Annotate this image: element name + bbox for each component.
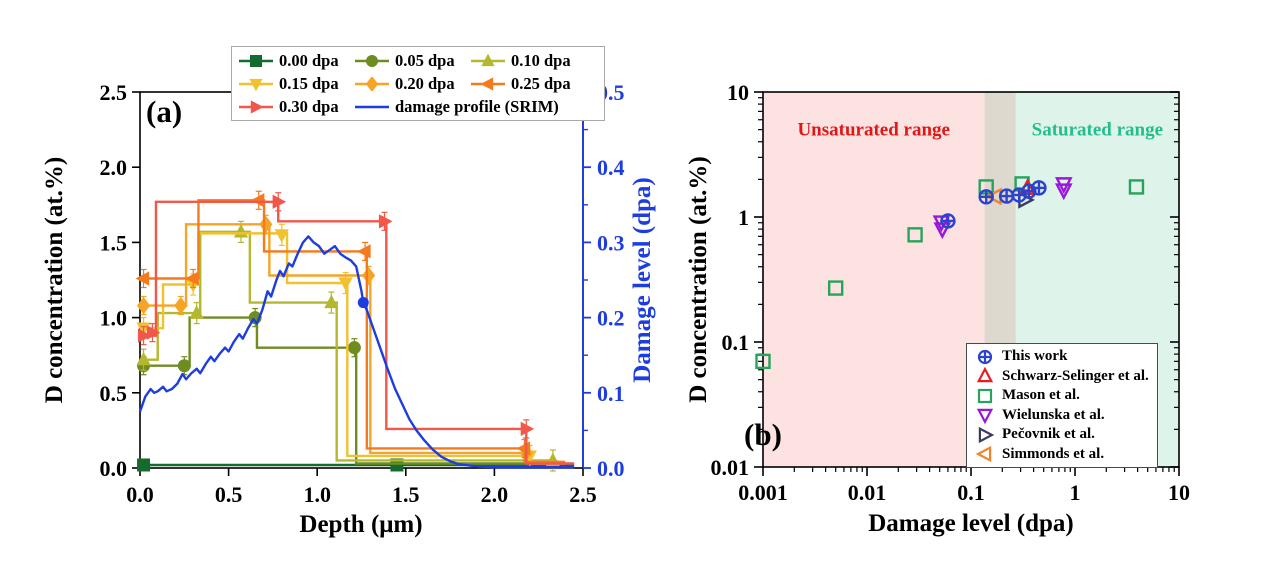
panel-a-chart: 0.0 0.5 1.0 1.5 2.0 2.50.00.51.01.52.02.50.00…	[41, 80, 656, 538]
svg-text:1: 1	[1070, 480, 1081, 505]
triangle-up-icon	[471, 53, 505, 66]
legend-label: damage profile (SRIM)	[395, 96, 559, 116]
damage-profile-line	[138, 235, 575, 469]
svg-text:Depth (μm): Depth (μm)	[299, 511, 422, 538]
series-line	[140, 200, 575, 465]
svg-text:0.5: 0.5	[215, 482, 243, 507]
svg-text:0.5: 0.5	[100, 381, 128, 406]
legend-label: 0.15 dpa	[279, 73, 339, 93]
svg-text:0.3: 0.3	[597, 230, 625, 255]
svg-text:0.0: 0.0	[597, 456, 625, 481]
legend-label: Pečovnik et al.	[1002, 426, 1095, 443]
svg-text:0.0: 0.0	[100, 456, 128, 481]
svg-text:Unsaturated range: Unsaturated range	[797, 119, 950, 140]
legend-entry: Wielunska et al.	[973, 406, 1149, 426]
legend-label: Schwarz-Selinger et al.	[1002, 367, 1149, 384]
square-icon	[239, 54, 273, 67]
legend-label: 0.20 dpa	[395, 73, 455, 93]
svg-text:D concentration (at.%): D concentration (at.%)	[41, 157, 68, 403]
legend-entry: damage profile (SRIM)	[354, 95, 598, 118]
series-0.00-dpa	[137, 458, 575, 472]
svg-text:0.1: 0.1	[957, 480, 985, 505]
svg-text:0.1: 0.1	[722, 330, 750, 355]
series-line	[140, 316, 548, 465]
region-unsaturated-range	[763, 92, 985, 467]
svg-text:D concentration (at.%): D concentration (at.%)	[685, 156, 712, 402]
legend-entry: 0.10 dpa	[470, 49, 598, 72]
svg-text:Damage level (dpa): Damage level (dpa)	[868, 510, 1074, 537]
legend-label: 0.05 dpa	[395, 50, 455, 70]
circle-plus-icon	[977, 349, 993, 364]
panel-a-legend: 0.00 dpa 0.05 dpa 0.10 dpa 0.15 dpa 0.20 dpa…	[231, 46, 605, 121]
triangle-right-icon	[978, 426, 995, 443]
svg-text:0.01: 0.01	[848, 480, 887, 505]
svg-text:1: 1	[738, 205, 749, 230]
legend-entry: Mason et al.	[973, 386, 1149, 406]
svg-text:1.5: 1.5	[392, 482, 420, 507]
triangle-left-icon	[471, 76, 505, 91]
line-icon	[355, 105, 389, 108]
legend-label: Wielunska et al.	[1002, 406, 1105, 423]
svg-text:0.0: 0.0	[126, 482, 154, 507]
svg-text:0.001: 0.001	[738, 480, 788, 505]
square-icon	[977, 388, 993, 403]
series-This-work	[940, 180, 1047, 229]
svg-text:0.01: 0.01	[711, 455, 750, 480]
legend-label: 0.00 dpa	[279, 50, 339, 70]
circle-icon	[355, 54, 389, 67]
svg-text:2.0: 2.0	[481, 482, 509, 507]
svg-text:0.1: 0.1	[597, 381, 625, 406]
legend-label: Mason et al.	[1002, 387, 1080, 404]
svg-text:2.0: 2.0	[100, 155, 128, 180]
series-0.05-dpa	[137, 307, 548, 465]
series-Wielunska-et-al.	[932, 177, 1073, 240]
series-0.25-dpa	[135, 190, 566, 464]
legend-label: 0.10 dpa	[511, 50, 571, 70]
svg-text:10: 10	[727, 80, 749, 105]
panel-b-legend: This work Schwarz-Selinger et al. Mason et…	[966, 343, 1158, 468]
panel-b-label: (b)	[744, 417, 782, 452]
legend-entry: Pečovnik et al.	[973, 425, 1149, 445]
svg-text:1.5: 1.5	[100, 230, 128, 255]
legend-label: Simmonds et al.	[1002, 445, 1105, 462]
legend-entry: This work	[973, 347, 1149, 367]
series-line	[140, 199, 566, 464]
series-Mason-et-al.	[755, 176, 1145, 370]
series-0.30-dpa	[137, 192, 575, 465]
triangle-down-icon	[976, 409, 994, 425]
legend-label: This work	[1002, 348, 1068, 365]
svg-text:Saturated range: Saturated range	[1032, 119, 1163, 140]
legend-entry: 0.30 dpa	[238, 95, 354, 118]
triangle-down-icon	[239, 78, 273, 91]
legend-entry: 0.15 dpa	[238, 72, 354, 95]
damage-profile-srim	[138, 235, 575, 469]
panel-a-label: (a)	[146, 94, 183, 129]
legend-entry: 0.00 dpa	[238, 49, 354, 72]
svg-text:0.2: 0.2	[597, 306, 625, 331]
damage-profile-point	[357, 297, 369, 309]
diamond-icon	[355, 76, 389, 91]
svg-text:Damage level (dpa): Damage level (dpa)	[629, 177, 656, 383]
legend-entry: Simmonds et al.	[973, 445, 1149, 465]
legend-entry: 0.25 dpa	[470, 72, 598, 95]
triangle-up-icon	[976, 367, 994, 383]
svg-text:0.4: 0.4	[597, 155, 625, 180]
legend-entry: Schwarz-Selinger et al.	[973, 367, 1149, 387]
panel-a-frame	[139, 91, 584, 469]
legend-entry: 0.05 dpa	[354, 49, 470, 72]
legend-label: 0.30 dpa	[279, 96, 339, 116]
legend-label: 0.25 dpa	[511, 73, 571, 93]
svg-text:2.5: 2.5	[100, 80, 128, 105]
svg-text:10: 10	[1168, 480, 1190, 505]
legend-entry: 0.20 dpa	[354, 72, 470, 95]
triangle-right-icon	[239, 99, 273, 114]
triangle-left-icon	[975, 446, 992, 463]
svg-text:2.5: 2.5	[569, 482, 597, 507]
svg-text:1.0: 1.0	[303, 482, 331, 507]
svg-text:1.0: 1.0	[100, 306, 128, 331]
